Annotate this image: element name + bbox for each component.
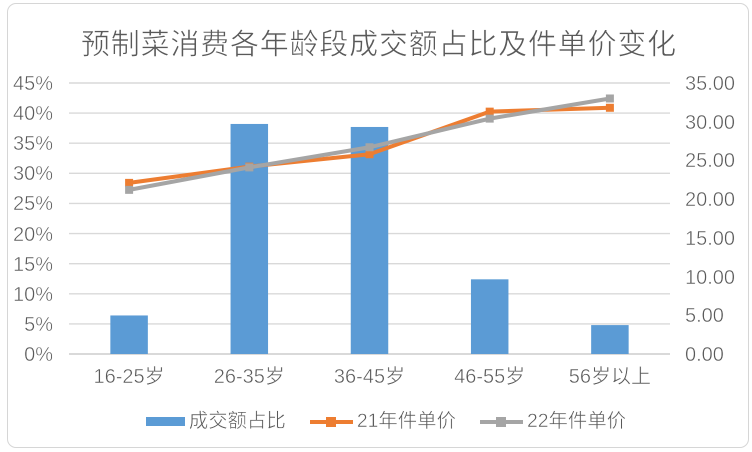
legend-item-成交额占比[interactable]: 成交额占比 xyxy=(145,410,286,433)
marker-21年件单价-46-55岁[interactable] xyxy=(485,107,494,116)
right-axis-tick-25.00: 25.00 xyxy=(685,150,736,173)
legend-item-22年件单价[interactable]: 22年件单价 xyxy=(479,410,627,433)
left-axis-tick-0%: 0% xyxy=(24,344,53,366)
legend-marker xyxy=(326,416,337,427)
category-label-56岁以上: 56岁以上 xyxy=(568,366,652,388)
category-label-36-45岁: 36-45岁 xyxy=(333,366,406,388)
marker-21年件单价-16-25岁[interactable] xyxy=(125,178,134,187)
legend-item-21年件单价[interactable]: 21年件单价 xyxy=(309,410,457,433)
left-axis-tick-30%: 30% xyxy=(12,163,53,186)
left-axis-tick-15%: 15% xyxy=(12,253,53,276)
marker-22年件单价-36-45岁[interactable] xyxy=(365,143,374,152)
chart-title: 预制菜消费各年龄段成交额占比及件单价变化 xyxy=(80,28,677,61)
category-label-46-55岁: 46-55岁 xyxy=(454,366,526,388)
right-axis-tick-0.00: 0.00 xyxy=(685,344,724,366)
left-axis-tick-20%: 20% xyxy=(12,223,53,246)
legend-line-swatch xyxy=(309,415,353,428)
marker-22年件单价-56岁以上[interactable] xyxy=(605,94,614,103)
category-label-26-35岁: 26-35岁 xyxy=(213,366,285,388)
right-axis-tick-30.00: 30.00 xyxy=(685,111,736,134)
legend: 成交额占比 21年件单价 22年件单价 xyxy=(0,410,752,433)
left-axis-tick-35%: 35% xyxy=(12,133,53,156)
left-axis-tick-5%: 5% xyxy=(24,313,53,336)
right-axis-tick-20.00: 20.00 xyxy=(685,189,736,212)
bar-56岁以上[interactable] xyxy=(591,325,629,354)
marker-22年件单价-46-55岁[interactable] xyxy=(485,114,494,123)
marker-21年件单价-56岁以上[interactable] xyxy=(605,103,614,112)
legend-label: 21年件单价 xyxy=(356,410,457,432)
bar-26-35岁[interactable] xyxy=(230,123,269,354)
marker-21年件单价-36-45岁[interactable] xyxy=(365,150,374,159)
bar-16-25岁[interactable] xyxy=(110,315,148,354)
marker-22年件单价-16-25岁[interactable] xyxy=(125,185,134,194)
right-axis-tick-15.00: 15.00 xyxy=(685,227,736,250)
left-axis-tick-25%: 25% xyxy=(12,193,53,216)
bar-46-55岁[interactable] xyxy=(470,279,509,354)
left-axis-tick-10%: 10% xyxy=(12,283,53,306)
category-label-16-25岁: 16-25岁 xyxy=(93,366,165,388)
legend-label: 成交额占比 xyxy=(188,410,286,432)
legend-marker xyxy=(496,416,507,427)
left-axis-tick-40%: 40% xyxy=(12,103,53,126)
marker-22年件单价-26-35岁[interactable] xyxy=(245,163,254,172)
legend-bar-swatch xyxy=(145,417,185,426)
right-axis-tick-10.00: 10.00 xyxy=(685,266,736,289)
legend-line-swatch xyxy=(479,415,523,428)
bar-36-45岁[interactable] xyxy=(350,126,389,354)
legend-label: 22年件单价 xyxy=(526,410,627,432)
right-axis-tick-5.00: 5.00 xyxy=(685,305,724,328)
right-axis-tick-35.00: 35.00 xyxy=(685,73,736,95)
left-axis-tick-45%: 45% xyxy=(12,73,53,95)
